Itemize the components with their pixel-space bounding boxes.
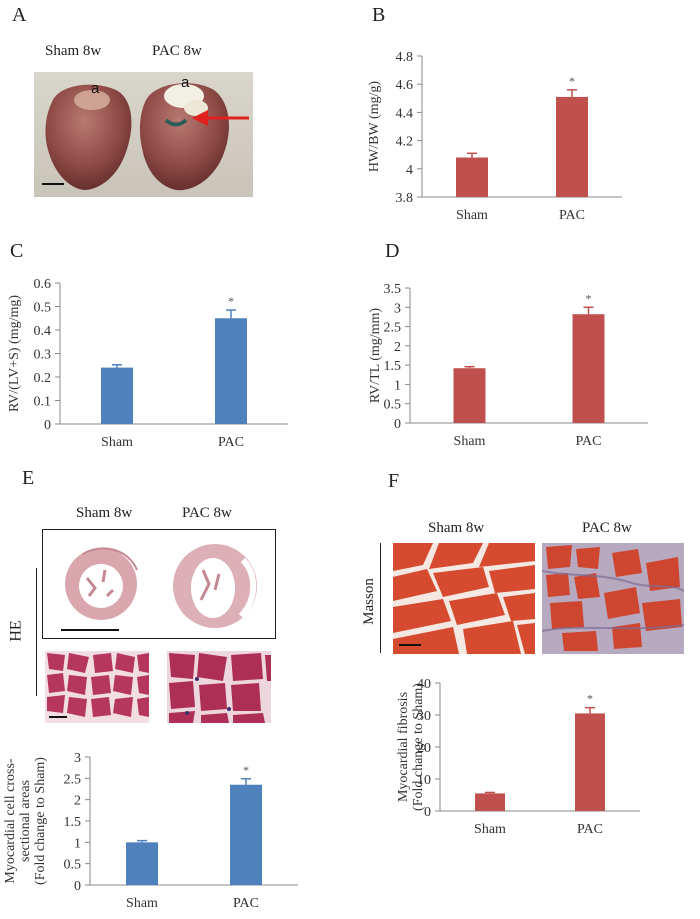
- masson-bracket-line: [380, 543, 381, 653]
- masson-pac-micrograph: [541, 543, 685, 654]
- red-arrowhead: [192, 110, 208, 126]
- y-tick-label: 4.6: [396, 78, 414, 93]
- aorta-label-pac: a: [181, 74, 190, 91]
- panel-letter-b: B: [372, 4, 386, 26]
- y-tick-label: 0.3: [34, 348, 52, 363]
- y-tick-label: 30: [417, 709, 431, 724]
- y-axis-label: sectional areas: [18, 780, 33, 862]
- y-tick-label: 1.5: [64, 815, 82, 830]
- y-tick-label: 3: [394, 301, 401, 316]
- panel-f-sham-label: Sham 8w: [428, 520, 485, 536]
- y-tick-label: 2.5: [384, 321, 402, 336]
- y-axis-label: Myocardial cell cross-: [3, 758, 18, 884]
- y-tick-label: 1.5: [384, 359, 402, 374]
- y-tick-label: 3: [74, 751, 81, 766]
- panel-e-pac-label: PAC 8w: [182, 505, 232, 521]
- x-category-label: Sham: [126, 896, 158, 911]
- chart-b: 3.8 4 4.2 4.4 4.6 4.8 HW/BW (mg/g) Sham * PAC: [367, 50, 622, 223]
- panel-f-pac-label: PAC 8w: [582, 520, 632, 536]
- y-tick-label: 0.6: [34, 277, 52, 292]
- significance-marker: *: [569, 74, 575, 88]
- y-tick-label: 0.5: [64, 858, 82, 873]
- y-tick-label: 0: [74, 879, 81, 894]
- masson-sham-micrograph: [393, 543, 535, 654]
- he-sham-micrograph: [45, 651, 149, 723]
- y-tick-label: 0.5: [384, 398, 402, 413]
- bar-sham: [126, 842, 158, 885]
- bar-sham: [475, 793, 505, 811]
- y-tick-label: 0.1: [34, 395, 52, 410]
- y-tick-label: 40: [417, 677, 431, 692]
- masson-stain-label: Masson: [360, 578, 377, 625]
- bar-pac: [230, 784, 262, 885]
- chart-e: 0 0.5 1 1.5 2 2.5 3 Myocardial cell cross-secti…: [3, 751, 298, 911]
- x-category-label: Sham: [454, 434, 486, 449]
- y-tick-label: 2: [74, 794, 81, 809]
- y-axis-label: RV/TL (mg/mm): [368, 308, 383, 404]
- significance-marker: *: [243, 763, 249, 777]
- aorta-label-sham: a: [91, 80, 100, 97]
- y-tick-label: 0.4: [34, 324, 52, 339]
- x-category-label: PAC: [233, 896, 259, 911]
- panel-a-pac-label: PAC 8w: [152, 43, 202, 59]
- x-category-label: PAC: [218, 435, 244, 450]
- chart-f: 0 10 20 30 40 Myocardial fibrosis (Fold change…: [396, 677, 640, 837]
- x-category-label: PAC: [577, 822, 603, 837]
- panel-letter-c: C: [10, 240, 24, 262]
- y-axis-label: (Fold change to Sham): [33, 757, 48, 885]
- x-category-label: Sham: [101, 435, 133, 450]
- bar-pac: [556, 96, 588, 197]
- y-axis-label: Myocardial fibrosis: [396, 692, 411, 802]
- bar-pac: [575, 713, 605, 811]
- y-tick-label: 0: [44, 418, 51, 433]
- y-tick-label: 4.4: [396, 106, 414, 121]
- bar-pac: [215, 318, 247, 424]
- y-axis-label: (Fold change to Sham): [411, 683, 426, 811]
- panel-a-sham-label: Sham 8w: [45, 43, 102, 59]
- panel-letter-d: D: [385, 240, 400, 262]
- y-tick-label: 0: [424, 805, 431, 820]
- y-tick-label: 4.2: [396, 135, 414, 150]
- y-tick-label: 2: [394, 340, 401, 355]
- x-category-label: Sham: [474, 822, 506, 837]
- y-tick-label: 1: [74, 836, 81, 851]
- y-tick-label: 0.5: [34, 301, 52, 316]
- heart-photo: a a: [34, 72, 253, 197]
- y-axis-label: RV/(LV+S) (mg/mg): [7, 295, 22, 412]
- bar-pac: [572, 314, 605, 423]
- band-suture: [164, 118, 188, 127]
- significance-marker: *: [228, 294, 234, 308]
- sham-heart: [45, 84, 132, 190]
- y-tick-label: 2.5: [64, 772, 82, 787]
- x-category-label: PAC: [559, 208, 585, 223]
- he-cross-section-box: [42, 529, 276, 639]
- y-tick-label: 3.5: [384, 282, 402, 297]
- panel-letter-e: E: [22, 467, 35, 489]
- y-tick-label: 20: [417, 741, 431, 756]
- significance-marker: *: [587, 692, 593, 706]
- chart-c: 0 0.1 0.2 0.3 0.4 0.5 0.6 RV/(LV+S) (mg/mg) Sham…: [7, 277, 288, 450]
- panel-letter-f: F: [388, 470, 400, 492]
- he-bracket-line: [36, 568, 37, 696]
- panel-letter-a: A: [12, 4, 27, 26]
- chart-d: 0 0.5 1 1.5 2 2.5 3 3.5RV/TL (mg/mm) Sham * PAC: [368, 282, 648, 449]
- y-tick-label: 0.2: [34, 371, 52, 386]
- x-category-label: Sham: [456, 208, 488, 223]
- y-tick-label: 4.8: [396, 50, 414, 65]
- x-category-label: PAC: [576, 434, 602, 449]
- he-pac-micrograph: [167, 651, 271, 723]
- bar-sham: [456, 157, 488, 197]
- significance-marker: *: [586, 291, 592, 305]
- y-tick-label: 4: [406, 163, 413, 178]
- y-tick-label: 0: [394, 417, 401, 432]
- panel-e-sham-label: Sham 8w: [76, 505, 133, 521]
- y-tick-label: 1: [394, 378, 401, 393]
- y-tick-label: 3.8: [396, 191, 414, 206]
- y-tick-label: 10: [417, 773, 431, 788]
- he-stain-label: HE: [7, 620, 25, 642]
- y-axis-label: HW/BW (mg/g): [367, 81, 382, 172]
- bar-sham: [101, 367, 133, 424]
- bar-sham: [453, 368, 486, 423]
